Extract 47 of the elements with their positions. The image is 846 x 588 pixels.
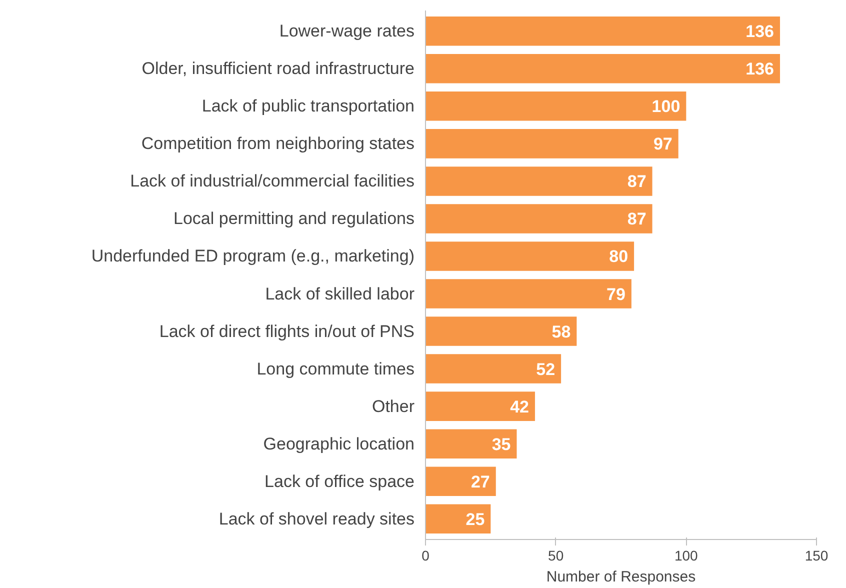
bar [426, 92, 686, 121]
data-label: 25 [466, 510, 485, 529]
y-tick-label: Lack of industrial/commercial facilities [130, 172, 415, 191]
bar [426, 204, 652, 234]
y-tick-label: Lack of skilled labor [265, 284, 415, 304]
x-tick-label: 50 [548, 548, 564, 564]
bar [426, 429, 517, 458]
data-label: 52 [536, 360, 556, 379]
y-tick-label: Older, insufficient road infrastructure [142, 59, 414, 78]
y-tick-label: Lack of shovel ready sites [218, 509, 415, 528]
x-tick-label: 0 [422, 548, 430, 564]
bar [426, 242, 634, 271]
bar [426, 166, 652, 196]
data-label: 87 [627, 172, 646, 192]
data-label: 80 [609, 247, 628, 266]
x-axis-title: Number of Responses [546, 568, 696, 586]
x-tick-label: 150 [804, 548, 828, 564]
bar [426, 466, 496, 496]
y-tick-label: Lack of office space [264, 472, 415, 491]
y-tick-label: Geographic location [263, 434, 415, 454]
y-tick-label: Lack of direct flights in/out of PNS [159, 322, 414, 341]
bar [426, 54, 780, 84]
data-label: 136 [746, 22, 774, 42]
y-tick-label: Underfunded ED program (e.g., marketing) [91, 246, 415, 266]
data-label: 42 [510, 397, 529, 416]
data-label: 79 [606, 284, 626, 304]
y-tick-label: Competition from neighboring states [141, 134, 415, 154]
data-label: 58 [552, 322, 571, 342]
y-tick-label: Lower-wage rates [279, 22, 415, 41]
y-tick-label: Local permitting and regulations [174, 209, 415, 228]
bar [426, 504, 491, 534]
bar [426, 129, 678, 158]
bar [426, 279, 632, 308]
bar [426, 354, 562, 384]
x-tick-label: 100 [674, 548, 698, 564]
y-tick-label: Lack of public transportation [202, 96, 414, 116]
bar [426, 316, 577, 346]
bar [426, 392, 535, 421]
y-tick-label: Other [372, 396, 415, 416]
data-label: 136 [746, 60, 774, 79]
bar [426, 16, 780, 46]
y-tick-label: Long commute times [256, 359, 415, 378]
data-label: 35 [492, 434, 511, 454]
data-label: 97 [653, 134, 672, 154]
data-label: 27 [470, 472, 490, 492]
data-label: 87 [627, 210, 646, 229]
data-label: 100 [652, 97, 680, 116]
